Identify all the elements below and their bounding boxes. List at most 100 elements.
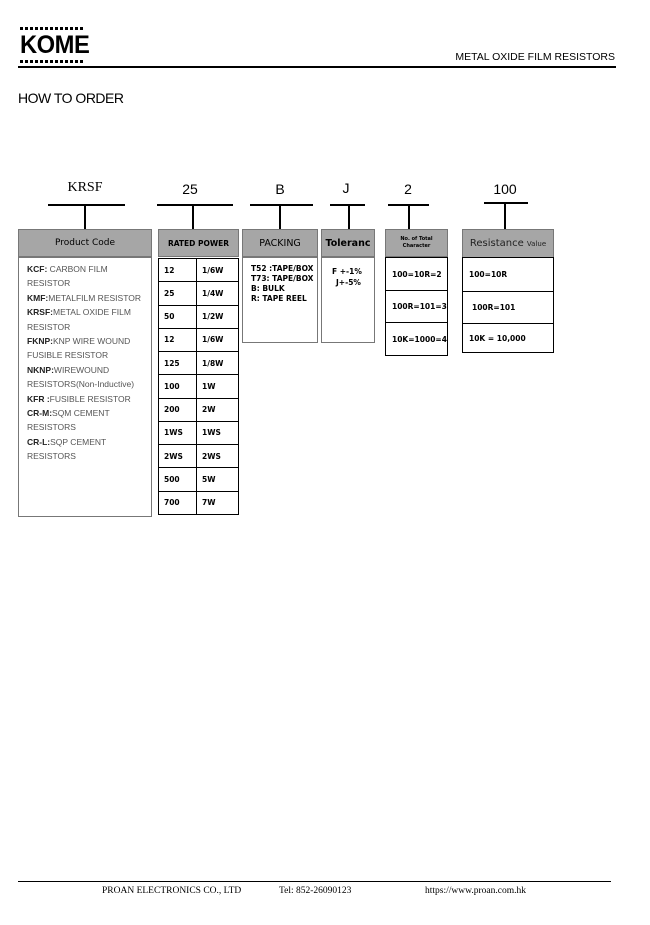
connector xyxy=(504,202,506,229)
packing-item: R: TAPE REEL xyxy=(251,294,307,303)
digits-row: 100=10R=2 xyxy=(385,257,448,291)
product-code-item: CR-L:SQP CEMENT RESISTORS xyxy=(27,435,151,464)
code-series: KRSF xyxy=(67,180,103,195)
footer-phone: Tel: 852-26090123 xyxy=(279,886,352,896)
product-code: FKNP: xyxy=(27,336,53,347)
rated-power-row: 12 1/6W xyxy=(158,257,239,283)
bracket xyxy=(48,204,125,206)
product-code-description: SQP CEMENT RESISTORS xyxy=(27,436,107,462)
product-code: KCF: xyxy=(27,264,48,274)
resistance-header-suffix: Value xyxy=(526,239,547,248)
product-code-description: METAL OXIDE FILM RESISTOR xyxy=(27,307,131,332)
rated-power-row: 200 2W xyxy=(158,397,239,422)
connector xyxy=(348,204,350,229)
connector xyxy=(84,204,86,229)
connector xyxy=(408,204,410,229)
rated-power-row: 500 5W xyxy=(158,467,239,492)
code-digits: 2 xyxy=(404,181,412,197)
power-code: 2WS xyxy=(158,444,197,469)
power-rating: 7W xyxy=(196,490,239,516)
power-code: 1WS xyxy=(158,420,197,446)
rated-power-row: 125 1/8W xyxy=(158,351,239,376)
product-code: NKNP: xyxy=(27,364,54,375)
power-rating: 1WS xyxy=(196,420,239,446)
product-code-item: CR-M:SQM CEMENT RESISTORS xyxy=(27,406,151,435)
power-code: 12 xyxy=(158,257,197,283)
tolerance-item: J+-5% xyxy=(336,278,361,287)
power-rating: 1/2W xyxy=(196,304,239,329)
power-rating: 1/6W xyxy=(196,257,239,283)
rated-power-row: 700 7W xyxy=(158,490,239,516)
product-code-item: KMF:METALFILM RESISTOR xyxy=(27,291,151,305)
rated-power-header: RATED POWER xyxy=(158,229,239,257)
power-rating: 1W xyxy=(196,374,239,399)
rated-power-row: 1WS 1WS xyxy=(158,420,239,446)
product-code: KRSF: xyxy=(27,307,53,318)
digits-row: 10K=1000=4 xyxy=(385,322,448,356)
power-code: 12 xyxy=(158,327,197,353)
rated-power-row: 12 1/6W xyxy=(158,327,239,353)
power-code: 200 xyxy=(158,397,197,422)
product-code-item: KCF: CARBON FILM RESISTOR xyxy=(27,262,151,291)
power-rating: 5W xyxy=(196,467,239,492)
logo-text: KOME xyxy=(20,31,90,59)
product-code-item: KRSF:METAL OXIDE FILM RESISTOR xyxy=(27,305,151,334)
power-rating: 1/4W xyxy=(196,281,239,306)
logo-dots-bottom xyxy=(20,60,84,63)
rated-power-row: 25 1/4W xyxy=(158,281,239,306)
rated-power-table: 12 1/6W 25 1/4W 50 1/2W 12 1/6W 125 1/8W 100 1W 200 2… xyxy=(158,257,239,516)
power-code: 700 xyxy=(158,490,197,516)
product-code: KFR : xyxy=(27,393,50,404)
resistance-header: Resistance Value xyxy=(462,229,554,258)
tolerance-list: F +-1% J+-5% xyxy=(321,257,375,343)
product-code: CR-M: xyxy=(27,408,53,419)
product-code-description: KNP WIRE WOUND FUSIBLE RESISTOR xyxy=(27,336,131,361)
power-code: 500 xyxy=(158,467,197,492)
power-code: 25 xyxy=(158,281,197,306)
resistance-row: 100=10R xyxy=(462,257,554,292)
product-code-description: WIREWOUND RESISTORS(Non-Inductive) xyxy=(27,364,135,390)
resistance-header-title: Resistance xyxy=(469,238,524,249)
code-tolerance: J xyxy=(342,180,350,196)
code-packing: B xyxy=(275,181,285,197)
power-rating: 1/6W xyxy=(196,327,239,353)
product-code-list: KCF: CARBON FILM RESISTOR KMF:METALFILM R… xyxy=(18,257,152,517)
product-code: KMF: xyxy=(27,292,49,303)
packing-header: PACKING xyxy=(242,229,318,257)
digits-header-line1: No. of Total xyxy=(400,236,433,242)
digits-header-line2: Character xyxy=(402,243,431,249)
footer-divider xyxy=(18,881,611,882)
logo: KOME xyxy=(20,27,90,63)
product-code-item: KFR :FUSIBLE RESISTOR xyxy=(27,392,151,406)
digits-row: 100R=101=3 xyxy=(385,290,448,323)
product-code-header: Product Code xyxy=(18,229,152,257)
bracket xyxy=(484,202,528,204)
bracket xyxy=(330,204,365,206)
bracket xyxy=(250,204,313,206)
product-code: CR-L: xyxy=(27,436,51,447)
rated-power-row: 50 1/2W xyxy=(158,304,239,329)
packing-list: T52 :TAPE/BOX T73: TAPE/BOX B: BULK R: TAPE… xyxy=(242,257,318,343)
product-code-item: FKNP:KNP WIRE WOUND FUSIBLE RESISTOR xyxy=(27,334,151,363)
rated-power-row: 2WS 2WS xyxy=(158,444,239,469)
power-rating: 2W xyxy=(196,397,239,422)
rated-power-row: 100 1W xyxy=(158,374,239,399)
product-code-description: CARBON FILM RESISTOR xyxy=(27,264,108,289)
product-code-description: SQM CEMENT RESISTORS xyxy=(27,408,110,433)
footer-website[interactable]: https://www.proan.com.hk xyxy=(425,886,526,896)
section-title: HOW TO ORDER xyxy=(18,90,124,106)
logo-dots-top xyxy=(20,27,84,30)
resistance-row: 100R=101 xyxy=(462,291,554,324)
tolerance-item: F +-1% xyxy=(332,267,362,276)
header-divider xyxy=(18,66,616,68)
power-rating: 2WS xyxy=(196,444,239,469)
connector xyxy=(279,204,281,229)
resistance-row: 10K = 10,000 xyxy=(462,323,554,353)
tolerance-header: Toleranc xyxy=(321,229,375,257)
packing-item: T52 :TAPE/BOX xyxy=(251,264,314,273)
connector xyxy=(192,204,194,229)
packing-item: T73: TAPE/BOX xyxy=(251,274,314,283)
power-rating: 1/8W xyxy=(196,351,239,376)
power-code: 50 xyxy=(158,304,197,329)
product-code-description: FUSIBLE RESISTOR xyxy=(49,393,131,404)
